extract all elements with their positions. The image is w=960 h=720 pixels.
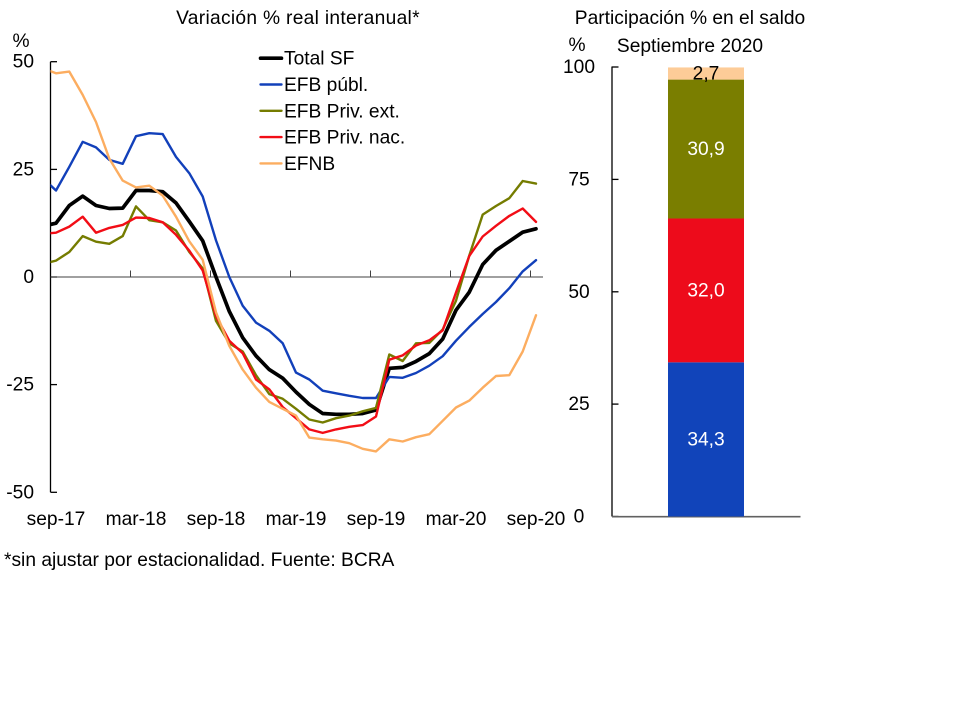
svg-text:mar-18: mar-18 <box>106 509 167 530</box>
svg-text:%: % <box>568 35 585 56</box>
svg-text:sep-20: sep-20 <box>507 509 566 530</box>
svg-text:EFB públ.: EFB públ. <box>284 75 368 96</box>
svg-text:Variación % real interanual*: Variación % real interanual* <box>176 8 420 29</box>
svg-text:100: 100 <box>563 57 595 78</box>
svg-text:50: 50 <box>13 52 34 73</box>
svg-text:mar-20: mar-20 <box>426 509 487 530</box>
svg-text:25: 25 <box>568 394 589 415</box>
svg-text:Participación % en el saldo: Participación % en el saldo <box>575 8 805 29</box>
svg-text:mar-19: mar-19 <box>266 509 327 530</box>
svg-text:32,0: 32,0 <box>687 280 724 301</box>
svg-text:EFNB: EFNB <box>284 154 335 175</box>
svg-text:sep-18: sep-18 <box>187 509 246 530</box>
svg-text:2,7: 2,7 <box>693 64 720 85</box>
svg-text:25: 25 <box>13 159 34 180</box>
svg-text:EFB Priv. nac.: EFB Priv. nac. <box>284 128 405 149</box>
svg-text:-50: -50 <box>6 482 34 503</box>
svg-text:sep-17: sep-17 <box>27 509 86 530</box>
svg-text:Septiembre 2020: Septiembre 2020 <box>617 36 763 57</box>
svg-text:0: 0 <box>23 267 34 288</box>
svg-text:%: % <box>12 31 29 52</box>
svg-text:-25: -25 <box>6 375 34 396</box>
svg-text:30,9: 30,9 <box>687 139 724 160</box>
svg-text:34,3: 34,3 <box>687 429 724 450</box>
svg-text:sep-19: sep-19 <box>347 509 406 530</box>
svg-text:*sin ajustar por estacionalida: *sin ajustar por estacionalidad. Fuente:… <box>4 550 395 571</box>
svg-text:0: 0 <box>574 507 585 528</box>
svg-text:50: 50 <box>568 282 589 303</box>
svg-text:75: 75 <box>568 169 589 190</box>
svg-text:Total SF: Total SF <box>284 49 354 70</box>
svg-text:EFB Priv. ext.: EFB Priv. ext. <box>284 101 400 122</box>
